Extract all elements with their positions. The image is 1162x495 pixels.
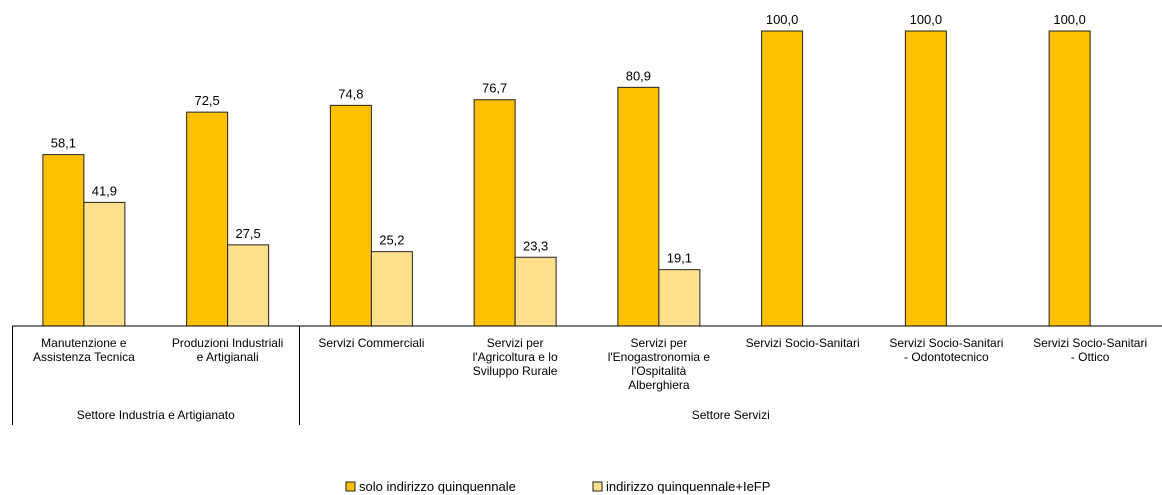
x-tick-label: Servizi Socio-Sanitari: [745, 336, 860, 350]
bar: [227, 244, 270, 327]
value-label: 27,5: [235, 226, 260, 241]
x-tick-label: Servizi Commerciali: [318, 336, 425, 350]
bar: [370, 251, 413, 327]
x-tick-label: Servizi per l'Agricoltura e lo Sviluppo …: [472, 336, 558, 378]
x-tick-label: Servizi Socio-Sanitari - Ottico: [1033, 336, 1148, 364]
bar: [1048, 30, 1091, 327]
value-label: 23,3: [523, 238, 548, 253]
value-label: 100,0: [910, 12, 943, 27]
value-label: 19,1: [667, 251, 692, 266]
group-label: Settore Servizi: [691, 408, 770, 422]
bar: [761, 30, 804, 327]
x-tick-label: Produzioni Industriali e Artigianali: [171, 336, 284, 364]
x-tick-label: Servizi per l'Enogastronomia e l'Ospital…: [607, 336, 711, 392]
bar: [617, 86, 660, 327]
bar: [658, 269, 701, 327]
bar: [904, 30, 947, 327]
value-label: 100,0: [1053, 12, 1086, 27]
value-label: 41,9: [92, 183, 117, 198]
bar: [186, 111, 229, 327]
legend-swatch: [592, 481, 603, 492]
x-tick-label: Manutenzione e Assistenza Tecnica: [32, 336, 135, 364]
value-label: 58,1: [51, 136, 76, 151]
bar: [83, 201, 126, 327]
value-label: 25,2: [379, 233, 404, 248]
legend-label: solo indirizzo quinquennale: [359, 479, 516, 494]
value-label: 72,5: [194, 93, 219, 108]
value-label: 100,0: [766, 12, 799, 27]
bar: [42, 154, 85, 327]
legend-swatch: [345, 481, 356, 492]
value-label: 80,9: [626, 68, 651, 83]
value-label: 76,7: [482, 81, 507, 96]
bar: [329, 104, 372, 327]
bar: [473, 99, 516, 327]
legend-label: indirizzo quinquennale+IeFP: [606, 479, 770, 494]
value-label: 74,8: [338, 86, 363, 101]
bar: [514, 256, 557, 327]
x-tick-label: Servizi Socio-Sanitari - Odontotecnico: [889, 336, 1004, 364]
group-label: Settore Industria e Artigianato: [76, 408, 235, 422]
